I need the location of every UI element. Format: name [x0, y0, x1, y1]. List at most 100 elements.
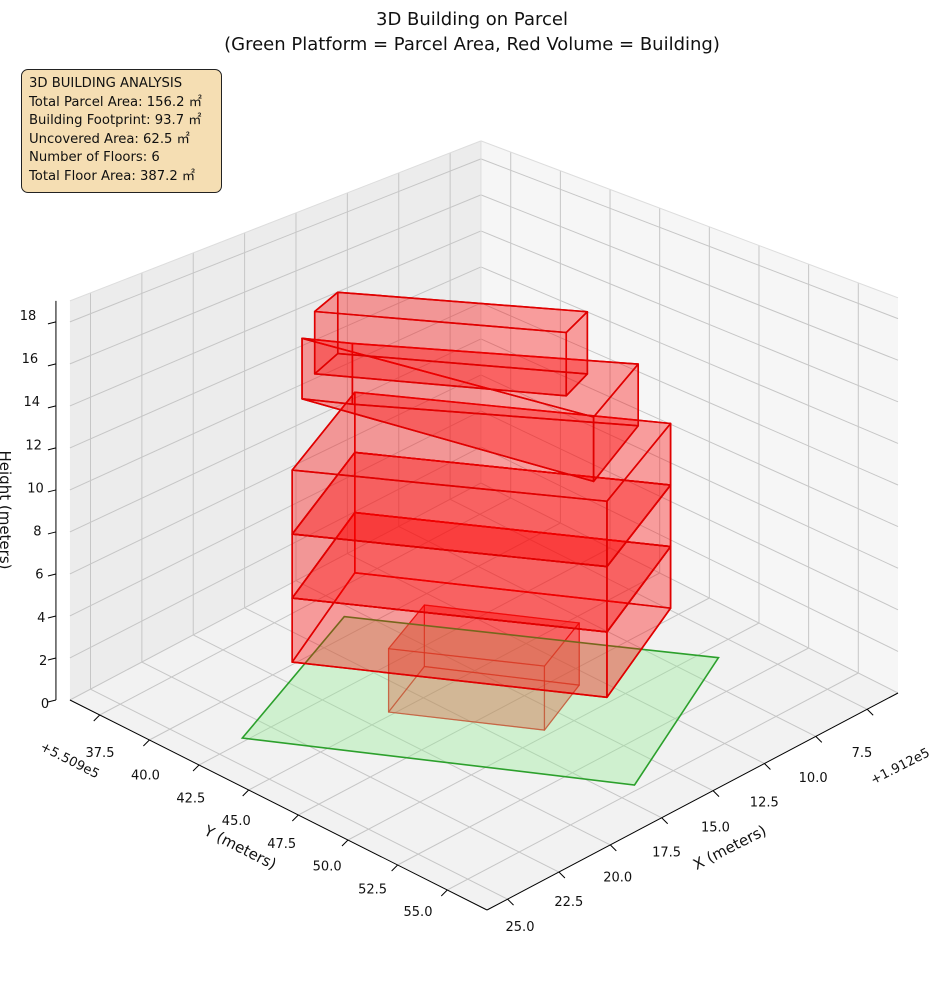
grid-line-y	[347, 622, 760, 841]
grid-line-y	[298, 597, 710, 816]
grid-line-x	[193, 634, 611, 846]
y-tick-label: 40.0	[131, 769, 160, 784]
grid-line-x	[347, 553, 765, 764]
x-axis-line	[486, 692, 899, 911]
grid-line-z-right	[480, 158, 899, 320]
x-tick-mark	[661, 817, 669, 825]
y-tick-mark	[341, 839, 349, 847]
chart-subtitle: (Green Platform = Parcel Area, Red Volum…	[224, 34, 720, 55]
grid-line-z-left	[69, 194, 482, 365]
chart-title: 3D Building on Parcel	[376, 9, 568, 30]
z-tick-mark	[47, 657, 57, 661]
grid-line-z-right	[480, 230, 899, 403]
z-tick-label: 2	[39, 654, 47, 669]
z-tick-mark	[47, 573, 57, 577]
info-line: Total Parcel Area: 156.2 ㎡	[29, 94, 202, 110]
building-floor-4	[291, 391, 672, 568]
x-tick-mark	[558, 871, 566, 879]
grid-line-z-right	[480, 482, 899, 694]
z-tick-mark	[47, 531, 57, 535]
y-tick-mark	[291, 814, 299, 822]
grid-line-z-left	[69, 302, 482, 491]
floor-top-face	[387, 604, 580, 667]
grid-line-z-left	[69, 230, 482, 407]
z-tick-mark	[47, 615, 57, 619]
y-tick-mark	[143, 739, 150, 747]
grid-line-y	[248, 572, 660, 791]
y-tick-label: 52.5	[358, 882, 387, 897]
y-tick-label: 42.5	[176, 791, 205, 806]
grid-line-y	[397, 647, 809, 866]
x-offset-label: +1.912e5	[868, 746, 932, 789]
z-tick-label: 18	[20, 309, 37, 324]
z-tick-mark	[47, 363, 57, 367]
grid-line-x	[90, 688, 508, 900]
building-floor-2	[291, 511, 672, 699]
info-line: Building Footprint: 93.7 ㎡	[29, 113, 202, 128]
y-tick-mark	[391, 864, 398, 872]
pane-edge	[69, 140, 482, 302]
info-line: Uncovered Area: 62.5 ㎡	[29, 131, 190, 147]
grid-line-z-right	[480, 266, 899, 444]
info-heading: 3D BUILDING ANALYSIS	[29, 76, 183, 91]
x-tick-label: 22.5	[554, 895, 583, 910]
y-tick-mark	[440, 889, 448, 897]
info-line: Number of Floors: 6	[29, 150, 160, 165]
info-line: Total Floor Area: 387.2 ㎡	[29, 168, 196, 184]
floor-pane	[69, 483, 898, 910]
x-tick-label: 10.0	[799, 771, 828, 786]
grid-line-z-left	[69, 158, 482, 323]
x-tick-mark	[815, 736, 823, 743]
parcel-platform	[240, 615, 720, 786]
y-axis-line	[69, 699, 488, 911]
grid-line-z-right	[480, 374, 899, 569]
z-tick-label: 6	[35, 568, 43, 583]
z-tick-label: 0	[41, 697, 49, 712]
z-tick-label: 8	[33, 525, 41, 540]
y-tick-label: 47.5	[267, 837, 296, 852]
z-tick-label: 14	[24, 395, 41, 410]
grid-line-y	[149, 522, 561, 741]
pane-edge	[480, 140, 899, 299]
grid-line-y	[99, 497, 511, 716]
chart-marks	[240, 291, 720, 786]
grid-line-y	[447, 672, 859, 891]
x-tick-mark	[507, 898, 514, 906]
building-floor-3	[291, 451, 672, 633]
floor-top-face	[313, 291, 589, 334]
grid-line-z-right	[480, 194, 899, 361]
z-tick-mark	[47, 699, 57, 703]
tick-labels: 7.5 10.0 12.5 15.0 17.5 20.0 22.5 25.0 37.5 40.0 4…	[20, 309, 873, 935]
x-tick-label: 20.0	[603, 870, 632, 885]
grid-line-y	[198, 547, 611, 766]
x-tick-mark	[609, 844, 617, 852]
z-tick-mark	[47, 321, 57, 325]
grid-line-x	[449, 498, 868, 710]
grid-line-x	[244, 607, 662, 819]
y-tick-mark	[93, 714, 101, 722]
x-tick-label: 17.5	[652, 845, 681, 860]
x-tick-mark	[866, 708, 874, 716]
y-tick-label: 37.5	[86, 746, 115, 761]
z-axis-label: Height (meters)	[0, 451, 14, 570]
grid-line-z-left	[69, 266, 482, 449]
z-tick-mark	[47, 489, 57, 493]
y-tick-mark	[192, 764, 200, 772]
z-tick-mark	[47, 405, 57, 409]
grid-line-z-left	[69, 410, 482, 617]
x-tick-label: 15.0	[701, 821, 730, 836]
y-tick-label: 50.0	[313, 860, 342, 875]
x-tick-label: 12.5	[750, 796, 779, 811]
x-tick-mark	[764, 763, 771, 770]
x-tick-mark	[712, 790, 720, 798]
x-tick-label: 7.5	[852, 746, 873, 761]
building-floor-6	[313, 291, 589, 397]
z-tick-label: 10	[27, 481, 44, 496]
grid-line-z-right	[480, 410, 899, 611]
info-box: 3D BUILDING ANALYSIS Total Parcel Area: …	[21, 69, 222, 193]
grid-line-z-right	[480, 446, 899, 652]
x-tick-label: 25.0	[506, 920, 535, 935]
z-tick-label: 16	[22, 352, 39, 367]
axis-lines	[47, 300, 899, 911]
